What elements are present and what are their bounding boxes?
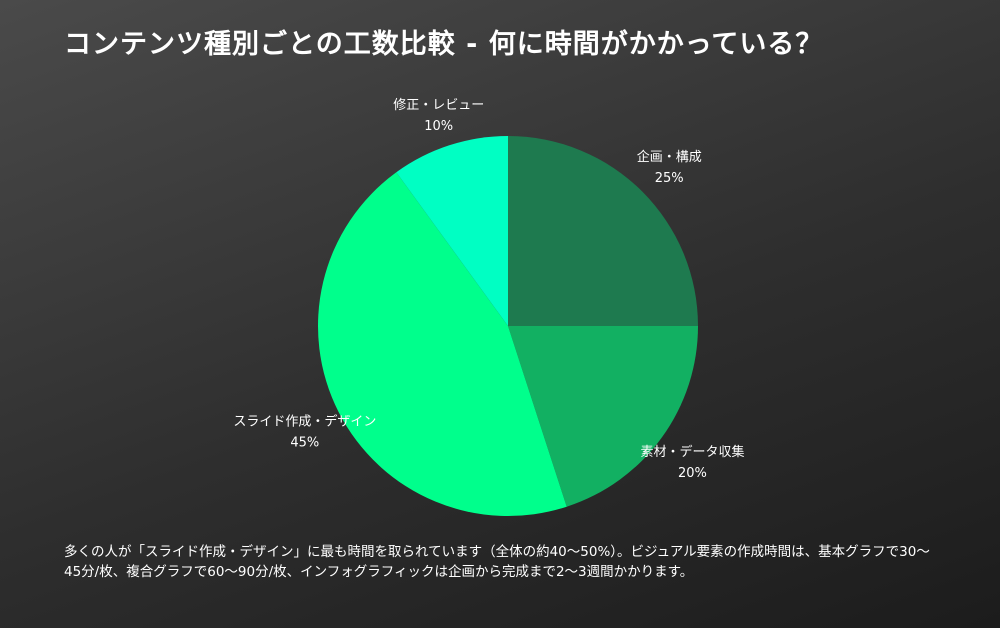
slice-label: 修正・レビュー (393, 98, 484, 113)
slice-value-label: 25% (655, 171, 684, 186)
pie-slice (508, 136, 698, 326)
slice-value-label: 45% (290, 436, 319, 451)
pie-slice (396, 136, 508, 326)
slice-label: 企画・構成 (637, 149, 702, 165)
chart-title: コンテンツ種別ごとの工数比較 - 何に時間がかかっている？ (64, 29, 824, 60)
pie-slice (318, 172, 567, 516)
slice-label: スライド作成・デザイン (233, 414, 376, 430)
pie-slice (508, 326, 698, 507)
slice-value-label: 20% (678, 466, 707, 481)
chart-caption: 多くの人が「スライド作成・デザイン」に最も時間を取られています（全体の約40〜5… (64, 544, 930, 580)
slice-value-label: 10% (424, 119, 453, 134)
slice-label: 素材・データ収集 (640, 444, 744, 460)
